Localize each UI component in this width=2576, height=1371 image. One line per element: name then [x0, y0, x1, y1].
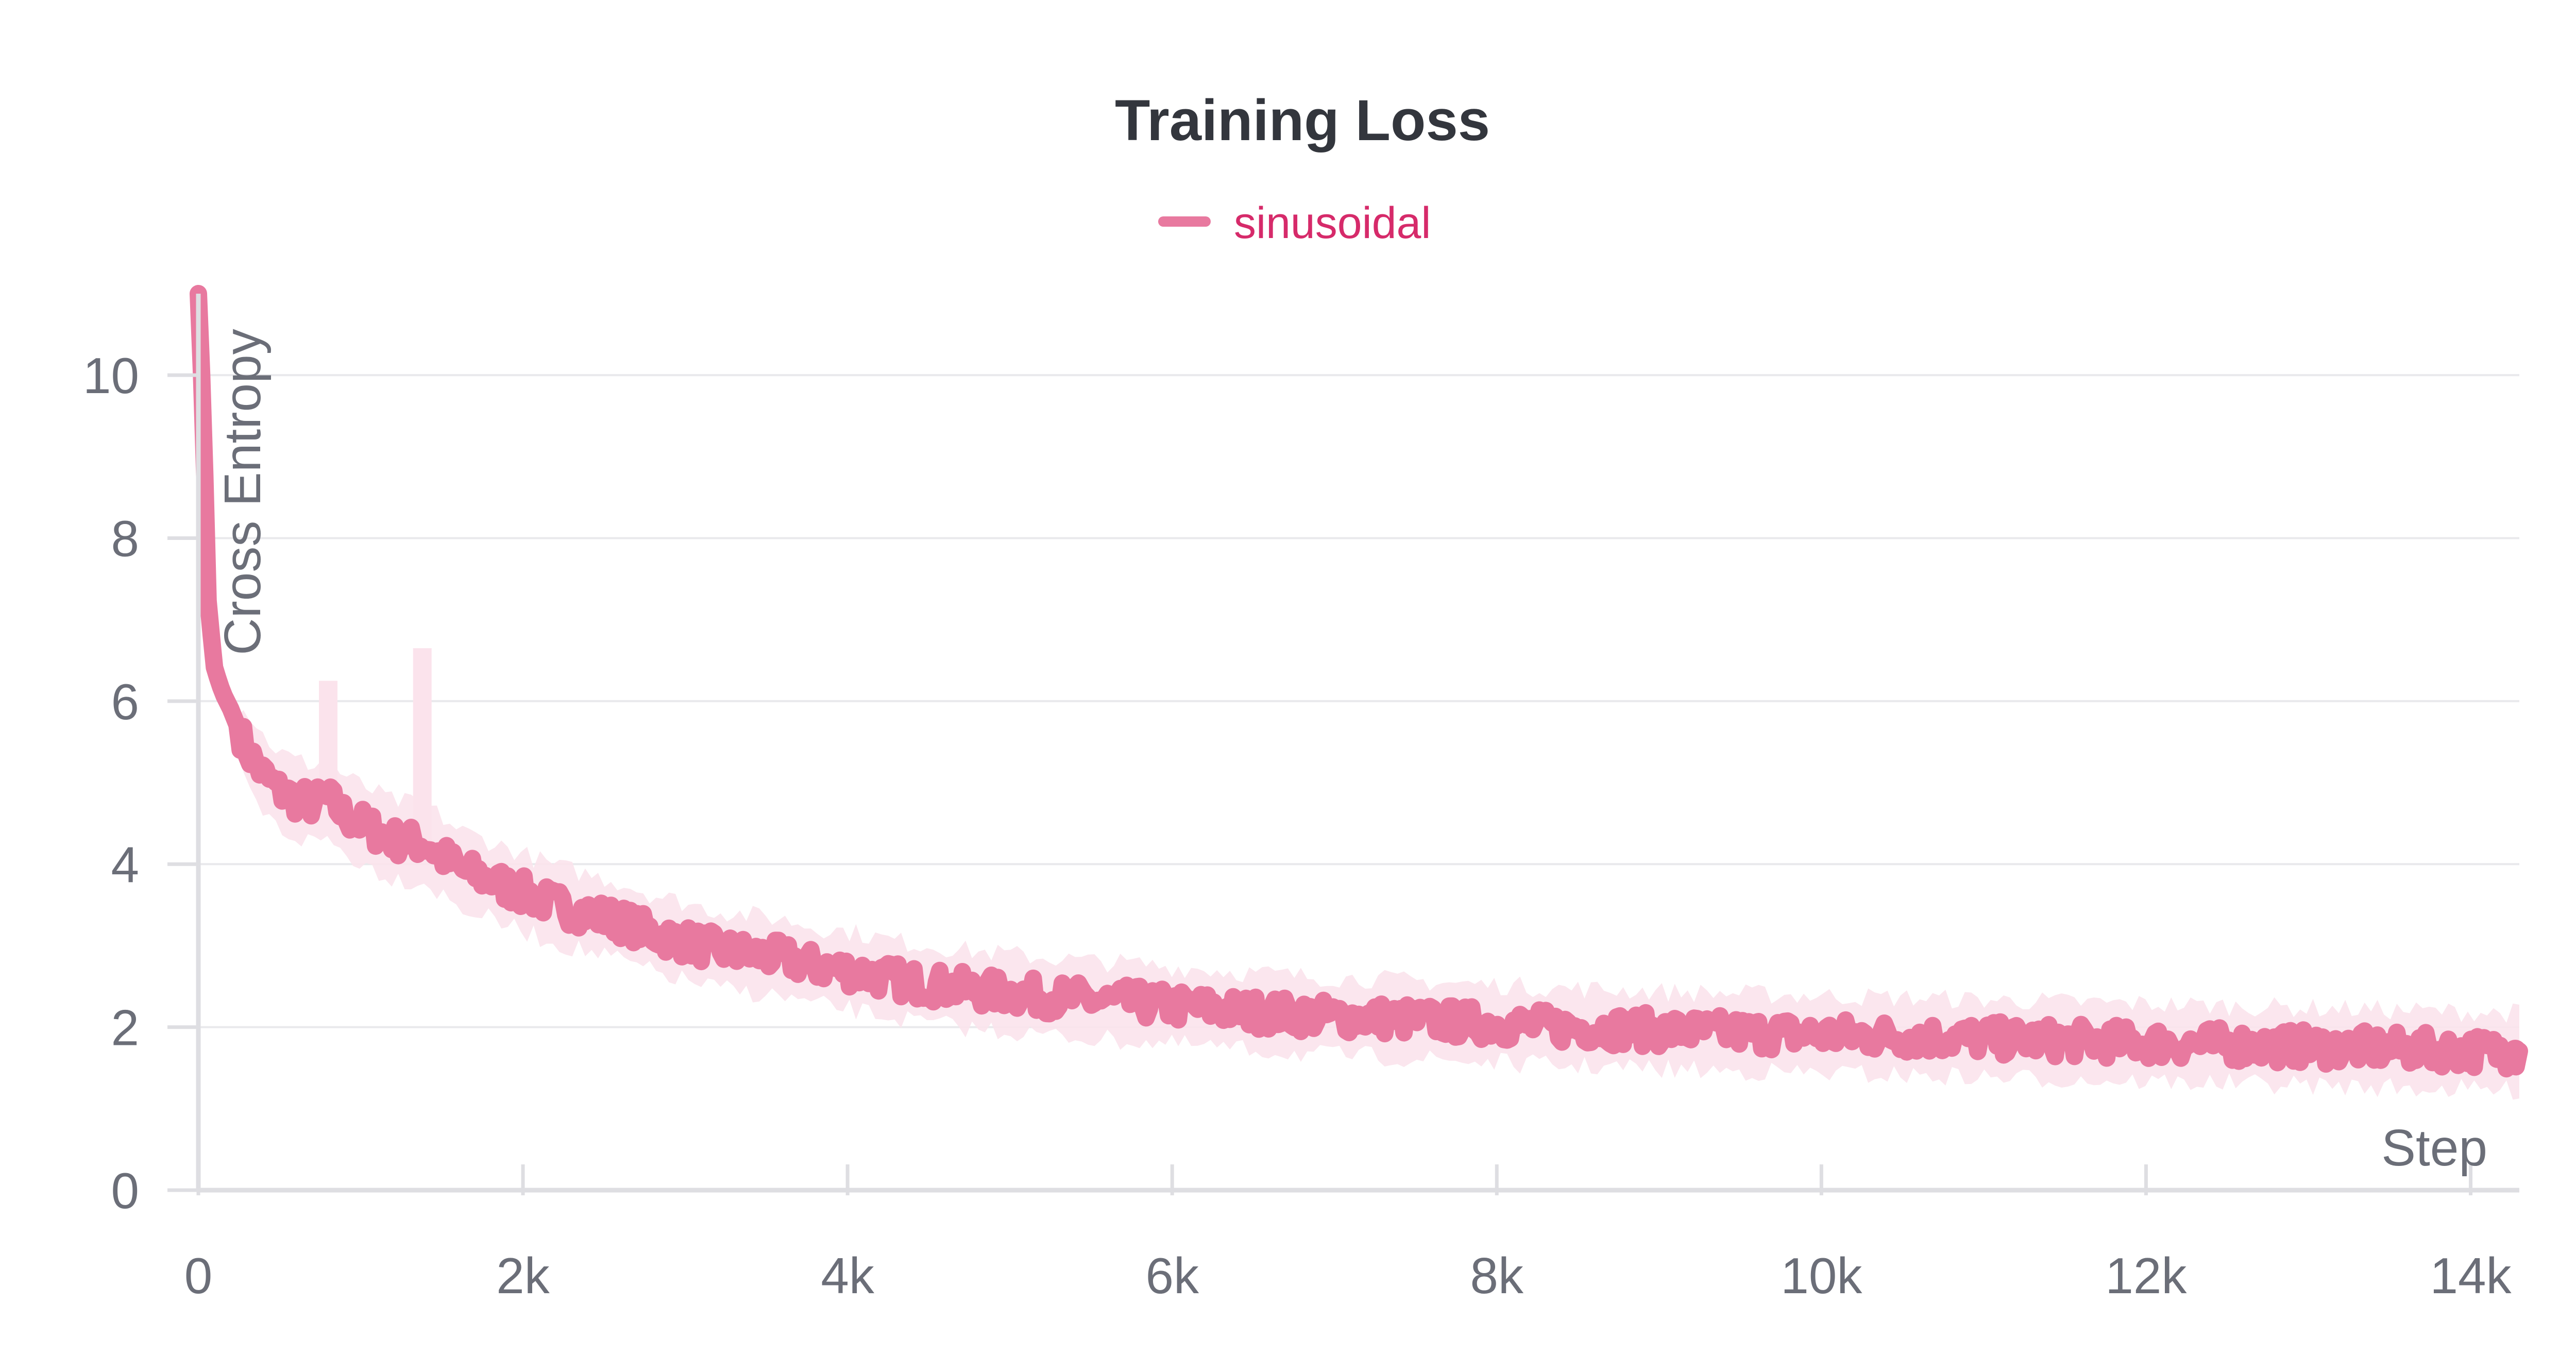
series-layer: [190, 285, 2528, 1078]
y-axis-ticks: 0 2 4 6 8 10: [83, 347, 198, 1219]
legend[interactable]: sinusoidal: [1158, 198, 1431, 248]
x-axis-label: Step: [2381, 1119, 2487, 1177]
y-tick-label-2: 2: [111, 1000, 139, 1056]
series-end-point: [2504, 1040, 2527, 1063]
chart-title: Training Loss: [1115, 88, 1490, 153]
series-range-band: [198, 294, 2519, 1100]
x-tick-label-0: 0: [184, 1247, 213, 1304]
y-tick-label-4: 4: [111, 836, 139, 893]
band-spike-1: [413, 648, 432, 843]
x-tick-label-6k: 6k: [1145, 1247, 1199, 1304]
axes: [196, 294, 2519, 1193]
y-tick-label-0: 0: [111, 1162, 139, 1219]
y-tick-label-8: 8: [111, 511, 139, 567]
x-tick-label-14k: 14k: [2430, 1247, 2512, 1304]
y-tick-label-10: 10: [83, 347, 139, 404]
legend-label-sinusoidal: sinusoidal: [1234, 198, 1431, 248]
x-tick-label-4k: 4k: [821, 1247, 875, 1304]
x-tick-label-10k: 10k: [1781, 1247, 1862, 1304]
x-tick-label-12k: 12k: [2105, 1247, 2187, 1304]
grid: [198, 374, 2519, 1028]
x-tick-label-2k: 2k: [496, 1247, 550, 1304]
noise-band: [198, 294, 2519, 1100]
y-tick-label-6: 6: [111, 673, 139, 730]
x-axis-ticks: 0 2k 4k 6k 8k 10k 12k 14k: [184, 1164, 2512, 1304]
x-tick-label-8k: 8k: [1470, 1247, 1524, 1304]
y-axis-label: Cross Entropy: [214, 329, 272, 655]
series-line-sinusoidal[interactable]: [190, 285, 2528, 1078]
